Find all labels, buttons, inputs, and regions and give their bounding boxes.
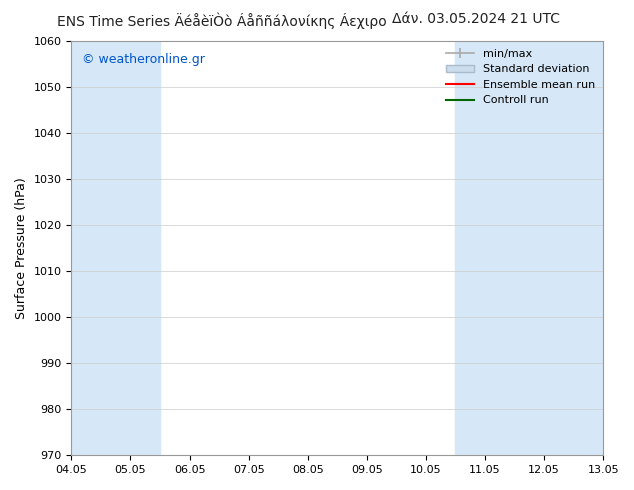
- Text: © weatheronline.gr: © weatheronline.gr: [82, 53, 205, 67]
- Text: ENS Time Series ÄéåèïÒò Áåññáλονίκης Áεχιρο: ENS Time Series ÄéåèïÒò Áåññáλονίκης Áεχ…: [57, 12, 387, 29]
- Bar: [515, 41, 574, 455]
- Bar: [72, 41, 101, 455]
- Bar: [101, 41, 160, 455]
- Bar: [455, 41, 515, 455]
- Bar: [574, 41, 603, 455]
- Legend: min/max, Standard deviation, Ensemble mean run, Controll run: min/max, Standard deviation, Ensemble me…: [442, 45, 600, 110]
- Text: Δάν. 03.05.2024 21 UTC: Δάν. 03.05.2024 21 UTC: [392, 12, 559, 26]
- Y-axis label: Surface Pressure (hPa): Surface Pressure (hPa): [15, 177, 28, 319]
